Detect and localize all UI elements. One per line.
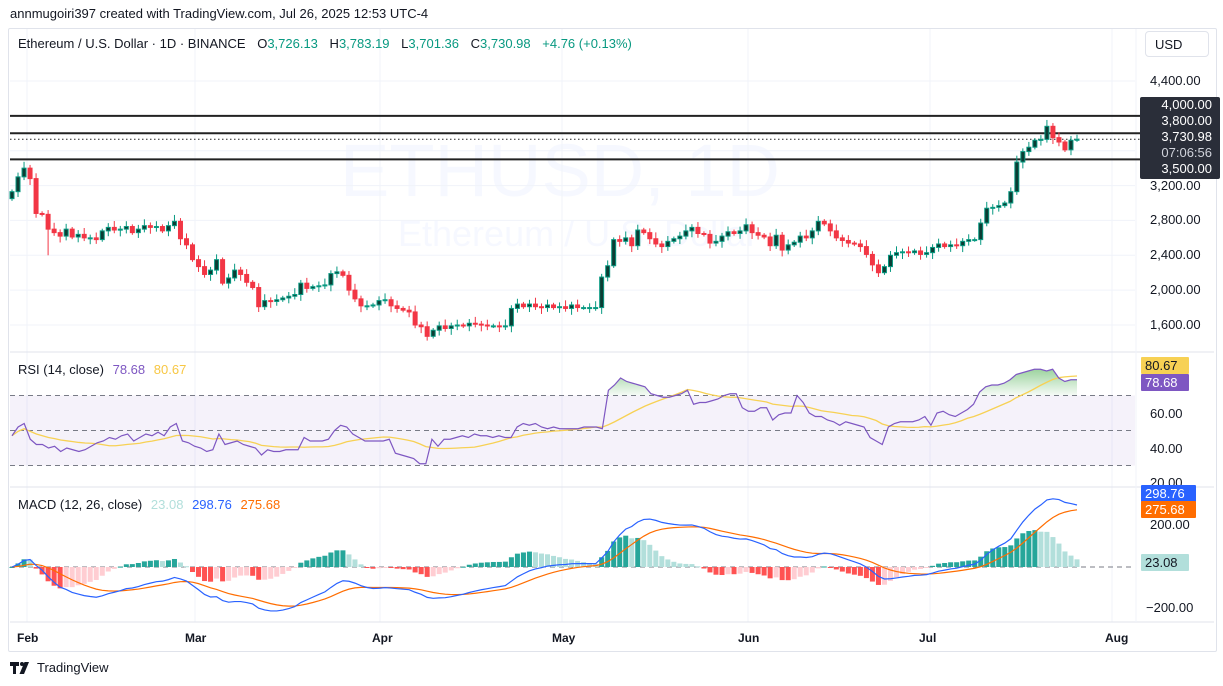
price-tick: 2,800.00: [1150, 212, 1201, 228]
last-price-tag: 3,730.98: [1161, 129, 1212, 144]
tradingview-logo-icon: [10, 661, 29, 674]
time-label-may: May: [552, 631, 576, 645]
macd-hist-value: 23.08: [150, 497, 184, 512]
rsi-legend: RSI (14, close) 78.68 80.67: [18, 362, 186, 377]
price-tick: 2,400.00: [1150, 247, 1201, 263]
level-4000-tag: 4,000.00: [1161, 97, 1212, 112]
rsi-title[interactable]: RSI (14, close): [18, 362, 104, 377]
time-label-mar: Mar: [185, 631, 207, 645]
high-label: H: [329, 36, 339, 51]
rsi-tick-40: 40.00: [1150, 441, 1183, 456]
time-label-jun: Jun: [738, 631, 760, 645]
open-value: 3,726.13: [267, 36, 318, 51]
symbol-title[interactable]: Ethereum / U.S. Dollar · 1D · BINANCE: [18, 36, 246, 51]
rsi-ma-tag: 80.67: [1141, 357, 1189, 374]
rsi-ma-value: 80.67: [153, 362, 187, 377]
macd-hist-tag: 23.08: [1141, 554, 1189, 571]
bar-countdown: 07:06:56: [1161, 145, 1212, 160]
time-label-apr: Apr: [372, 631, 393, 645]
time-label-feb: Feb: [17, 631, 39, 645]
change-value: +4.76 (+0.13%): [542, 36, 632, 51]
level-3500-tag: 3,500.00: [1161, 161, 1212, 176]
price-tick: 1,600.00: [1150, 317, 1201, 332]
time-label-jul: Jul: [919, 631, 937, 645]
price-tick: 3,200.00: [1150, 177, 1201, 193]
symbol-legend: Ethereum / U.S. Dollar · 1D · BINANCE O3…: [18, 36, 632, 51]
rsi-value: 78.68: [112, 362, 146, 377]
time-label-aug: Aug: [1105, 631, 1129, 645]
low-label: L: [401, 36, 409, 51]
price-tick: 4,400.00: [1150, 73, 1201, 88]
chart-frame: [8, 28, 1217, 652]
price-tags: 4,000.00 3,800.00 3,730.98 07:06:56 3,50…: [1140, 97, 1220, 179]
tradingview-logo[interactable]: TradingView: [10, 660, 109, 675]
high-value: 3,783.19: [338, 36, 390, 51]
price-tick: 2,000.00: [1150, 282, 1201, 298]
macd-legend: MACD (12, 26, close) 23.08 298.76 275.68: [18, 497, 280, 512]
tradingview-logo-text: TradingView: [37, 660, 109, 675]
macd-line-tag: 298.76: [1141, 485, 1196, 502]
attribution-text: annmugoiri397 created with TradingView.c…: [10, 6, 429, 21]
macd-tick-200: 200.00: [1150, 517, 1190, 532]
currency-button[interactable]: USD: [1145, 31, 1209, 57]
signal-line-value: 275.68: [240, 497, 281, 512]
close-label: C: [470, 36, 481, 51]
macd-tick-neg200: −200.00: [1146, 600, 1194, 615]
macd-line-value: 298.76: [192, 497, 232, 512]
rsi-tick-60: 60.00: [1150, 406, 1183, 421]
close-value: 3,730.98: [480, 36, 531, 51]
signal-line-tag: 275.68: [1141, 501, 1196, 518]
rsi-tag: 78.68: [1141, 374, 1189, 391]
open-label: O: [257, 36, 268, 51]
macd-title[interactable]: MACD (12, 26, close): [18, 497, 143, 512]
level-3800-tag: 3,800.00: [1161, 113, 1212, 128]
low-value: 3,701.36: [408, 36, 460, 51]
